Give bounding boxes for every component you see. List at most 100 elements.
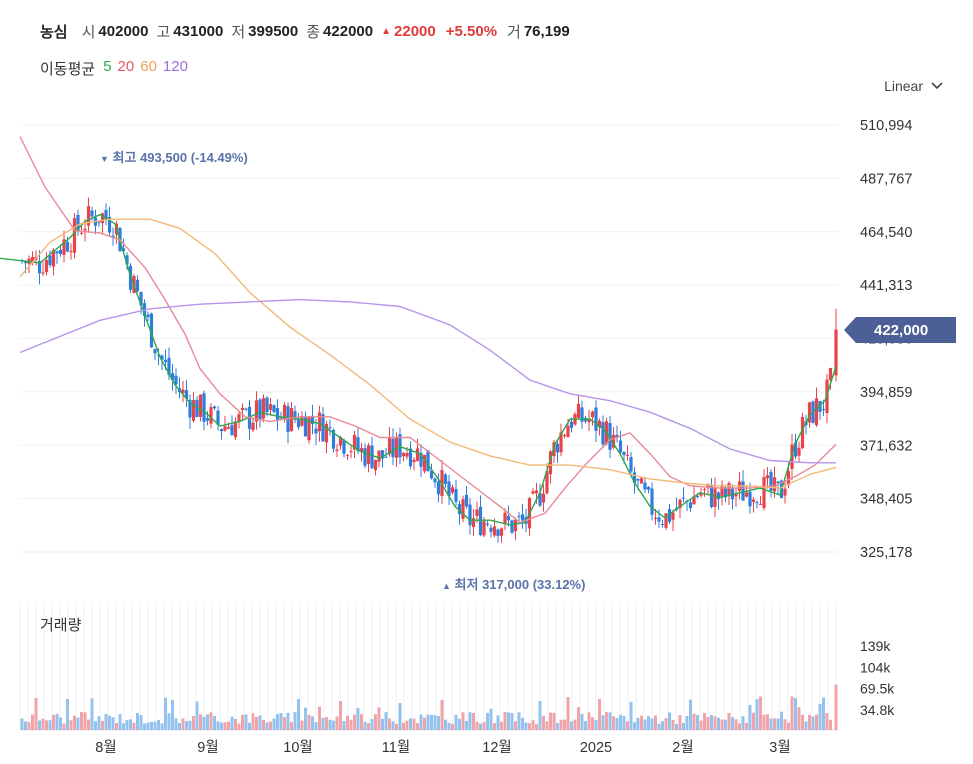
volume-panel-title: 거래량 bbox=[40, 617, 82, 634]
volume-bar bbox=[202, 716, 206, 730]
volume-bar bbox=[766, 714, 769, 730]
candle-body bbox=[422, 454, 427, 472]
volume-bar bbox=[41, 718, 45, 730]
candle-body bbox=[79, 232, 84, 234]
volume-bar bbox=[811, 716, 815, 730]
ma120-legend[interactable]: 120 bbox=[162, 58, 188, 75]
candle-body bbox=[139, 291, 143, 306]
volume-bar bbox=[265, 722, 269, 730]
time-tick-label: 2025 bbox=[580, 740, 612, 756]
candle-body bbox=[622, 452, 626, 455]
volume-bar bbox=[601, 715, 605, 730]
candle-body bbox=[356, 437, 360, 452]
volume-bar bbox=[692, 713, 696, 730]
candle-body bbox=[209, 407, 213, 424]
candle-body bbox=[345, 455, 350, 457]
candle-body bbox=[205, 418, 210, 421]
candle-body bbox=[240, 407, 245, 411]
candle-body bbox=[412, 459, 416, 463]
candle-body bbox=[632, 472, 637, 483]
volume-bar bbox=[790, 696, 794, 730]
candle-body bbox=[384, 456, 388, 458]
candle-body bbox=[223, 426, 227, 431]
candle-body bbox=[398, 434, 402, 458]
volume-bar bbox=[454, 714, 458, 730]
volume-bar bbox=[580, 713, 584, 730]
ma60-legend[interactable]: 60 bbox=[140, 58, 157, 75]
candle-body bbox=[688, 502, 693, 509]
volume-bar bbox=[206, 714, 209, 730]
scale-selector[interactable]: Linear bbox=[884, 78, 943, 94]
volume-bar bbox=[433, 715, 437, 730]
candle-body bbox=[146, 314, 150, 318]
candle-body bbox=[545, 471, 549, 494]
volume-tick-label: 69.5k bbox=[860, 681, 895, 697]
candle-body bbox=[401, 452, 406, 457]
volume-bar bbox=[507, 712, 510, 730]
volume-bar bbox=[241, 714, 244, 730]
high-value: 431000 bbox=[173, 22, 224, 40]
volume-bar bbox=[83, 712, 87, 730]
candle-body bbox=[135, 279, 140, 292]
volume-bar bbox=[342, 720, 346, 730]
candle-body bbox=[90, 210, 94, 217]
volume-bar bbox=[437, 715, 440, 730]
volume-bar bbox=[349, 719, 353, 730]
candle-body bbox=[174, 375, 178, 385]
candle-body bbox=[321, 414, 325, 442]
candle-body bbox=[293, 411, 297, 420]
volume-bar bbox=[377, 707, 381, 730]
candle-body bbox=[468, 504, 472, 526]
volume-bar bbox=[300, 720, 304, 730]
candle-body bbox=[650, 488, 654, 515]
volume-bar bbox=[20, 718, 24, 730]
candle-body bbox=[268, 404, 273, 410]
volume-bar bbox=[356, 708, 360, 730]
candle-body bbox=[160, 355, 164, 360]
candle-body bbox=[744, 492, 749, 497]
volume-bar bbox=[755, 699, 759, 730]
volume-bar bbox=[73, 715, 76, 730]
candle-body bbox=[541, 493, 546, 503]
volume-bar bbox=[90, 698, 94, 730]
candle-body bbox=[499, 528, 504, 536]
volume-bar bbox=[465, 720, 468, 730]
time-tick-label: 2월 bbox=[672, 739, 693, 756]
volume-bar bbox=[416, 723, 419, 730]
ma5-legend[interactable]: 5 bbox=[103, 58, 112, 75]
candle-body bbox=[818, 400, 822, 412]
volume-bar bbox=[87, 719, 90, 730]
volume-bar bbox=[325, 717, 328, 730]
candle-body bbox=[324, 424, 329, 443]
volume-bar bbox=[706, 716, 710, 730]
volume-bar bbox=[633, 722, 636, 730]
candle-body bbox=[783, 488, 787, 496]
candle-body bbox=[611, 434, 616, 448]
volume-bar bbox=[307, 714, 311, 730]
candle-body bbox=[83, 228, 87, 231]
candle-body bbox=[450, 487, 455, 493]
candle-body bbox=[41, 272, 45, 274]
candle-body bbox=[433, 478, 437, 483]
volume-bar bbox=[815, 714, 818, 730]
volume-bar bbox=[748, 704, 752, 730]
volume-bar bbox=[808, 714, 811, 730]
candle-body bbox=[797, 447, 801, 456]
change-value: 22000 bbox=[394, 22, 436, 40]
candle-body bbox=[195, 399, 199, 417]
candle-body bbox=[660, 524, 665, 526]
volume-bar bbox=[818, 703, 822, 730]
volume-bar bbox=[398, 703, 402, 730]
candle-body bbox=[23, 261, 28, 264]
ma20-legend[interactable]: 20 bbox=[117, 58, 135, 75]
candle-body bbox=[748, 491, 752, 507]
volume-bar bbox=[647, 716, 650, 730]
triangle-up-icon: ▲ bbox=[381, 25, 392, 37]
volume-bar bbox=[367, 723, 370, 730]
candle-body bbox=[51, 249, 56, 267]
volume-bar bbox=[129, 719, 132, 730]
candle-body bbox=[377, 450, 381, 462]
candle-body bbox=[258, 399, 262, 420]
volume-bar bbox=[699, 720, 703, 730]
